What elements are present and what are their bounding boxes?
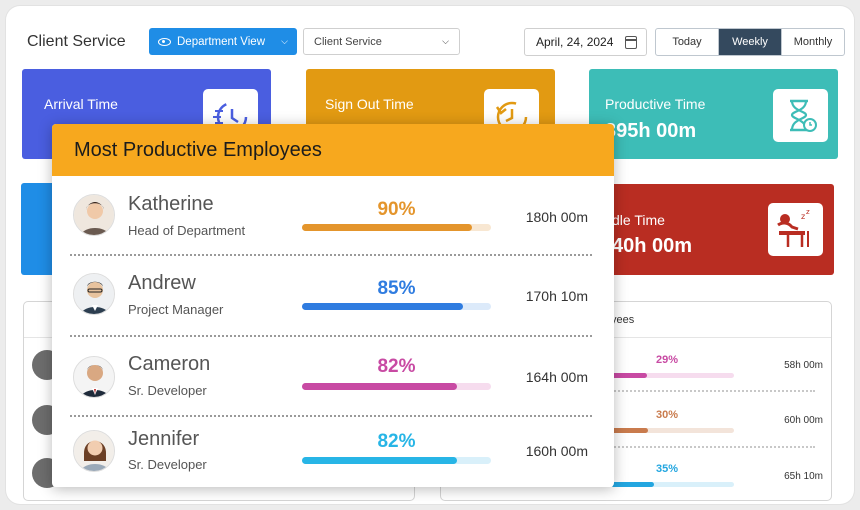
progress-fill xyxy=(611,482,655,487)
most-productive-employees-dialog: Most Productive Employees Katherine Head… xyxy=(52,124,614,487)
employee-time: 170h 10m xyxy=(525,288,588,304)
tab-weekly[interactable]: Weekly xyxy=(719,29,782,55)
employee-progress-bar xyxy=(302,303,491,310)
employee-time: 160h 00m xyxy=(525,443,588,459)
avatar xyxy=(73,273,115,315)
progress-fill xyxy=(611,373,647,378)
employee-progress-bar xyxy=(302,457,491,464)
productive-time-label: Productive Time xyxy=(605,96,706,112)
progress-bar xyxy=(611,482,734,487)
range-toggle: Today Weekly Monthly xyxy=(655,28,845,56)
employee-name: Andrew xyxy=(128,272,196,294)
employee-progress-bar xyxy=(302,224,491,231)
employee-time: 164h 00m xyxy=(525,369,588,385)
progress-fill xyxy=(611,428,648,433)
employee-percent: 90% xyxy=(377,199,416,220)
employee-time: 180h 00m xyxy=(525,209,588,225)
dialog-title: Most Productive Employees xyxy=(52,124,614,176)
chevron-down-icon: ⌵ xyxy=(442,36,449,46)
employee-progress-fill xyxy=(302,224,473,231)
tab-monthly[interactable]: Monthly xyxy=(793,36,833,48)
progress-bar xyxy=(611,373,734,378)
employee-role: Project Manager xyxy=(128,302,224,317)
date-value: April, 24, 2024 xyxy=(536,35,614,49)
row-divider xyxy=(70,254,592,256)
employee-percent: 82% xyxy=(377,356,416,377)
productive-time-card[interactable]: Productive Time 395h 00m xyxy=(589,69,838,159)
employee-role: Sr. Developer xyxy=(128,457,207,472)
row-time: 58h 00m xyxy=(784,360,823,371)
avatar xyxy=(73,194,115,236)
idle-time-label: dle Time xyxy=(612,212,665,228)
row-divider xyxy=(611,446,815,448)
row-divider xyxy=(70,415,592,417)
employee-role: Head of Department xyxy=(128,223,246,238)
department-select[interactable]: Client Service ⌵ xyxy=(303,28,460,55)
employee-row[interactable]: Jennifer Sr. Developer 82% 160h 00m xyxy=(52,416,614,487)
page-title: Client Service xyxy=(27,33,126,50)
calendar-icon[interactable] xyxy=(625,36,637,49)
row-percent: 29% xyxy=(656,354,679,366)
chevron-down-icon: ⌵ xyxy=(281,36,288,46)
employee-row[interactable]: Andrew Project Manager 85% 170h 10m xyxy=(52,255,614,333)
avatar xyxy=(73,356,115,398)
idle-desk-icon: z z xyxy=(768,203,823,256)
svg-text:z: z xyxy=(801,212,805,221)
employee-progress-fill xyxy=(302,303,463,310)
employee-progress-fill xyxy=(302,383,457,390)
tab-today[interactable]: Today xyxy=(656,29,719,55)
employee-name: Jennifer xyxy=(128,428,200,450)
hourglass-icon xyxy=(773,89,828,142)
department-view-button[interactable]: Department View ⌵ xyxy=(149,28,297,55)
employee-percent: 82% xyxy=(377,431,416,452)
arrival-time-label: Arrival Time xyxy=(44,96,118,112)
avatar xyxy=(73,430,115,472)
idle-time-card[interactable]: dle Time 40h 00m z z xyxy=(596,184,834,275)
svg-text:z: z xyxy=(806,208,810,216)
row-percent: 30% xyxy=(656,409,679,421)
department-view-label: Department View xyxy=(177,35,265,48)
department-select-value: Client Service xyxy=(314,35,382,48)
row-time: 60h 00m xyxy=(784,415,823,426)
row-time: 65h 10m xyxy=(784,471,823,482)
employee-name: Katherine xyxy=(128,193,214,215)
employee-row[interactable]: Cameron Sr. Developer 82% 164h 00m xyxy=(52,336,614,414)
progress-bar xyxy=(611,428,734,433)
row-divider xyxy=(70,335,592,337)
sign-out-time-label: Sign Out Time xyxy=(325,96,414,112)
row-percent: 35% xyxy=(656,463,679,475)
employee-progress-fill xyxy=(302,457,457,464)
idle-time-value: 40h 00m xyxy=(612,235,693,257)
right-panel-header: yees xyxy=(441,302,831,338)
employee-name: Cameron xyxy=(128,353,211,375)
dashboard: Client Service Department View ⌵ Client … xyxy=(6,6,854,504)
eye-icon xyxy=(158,37,171,46)
productive-time-value: 395h 00m xyxy=(605,120,697,142)
employee-role: Sr. Developer xyxy=(128,383,207,398)
employee-percent: 85% xyxy=(377,278,416,299)
employee-row[interactable]: Katherine Head of Department 90% 180h 00… xyxy=(52,176,614,254)
employee-progress-bar xyxy=(302,383,491,390)
date-picker[interactable]: April, 24, 2024 xyxy=(524,28,647,56)
row-divider xyxy=(611,390,815,392)
